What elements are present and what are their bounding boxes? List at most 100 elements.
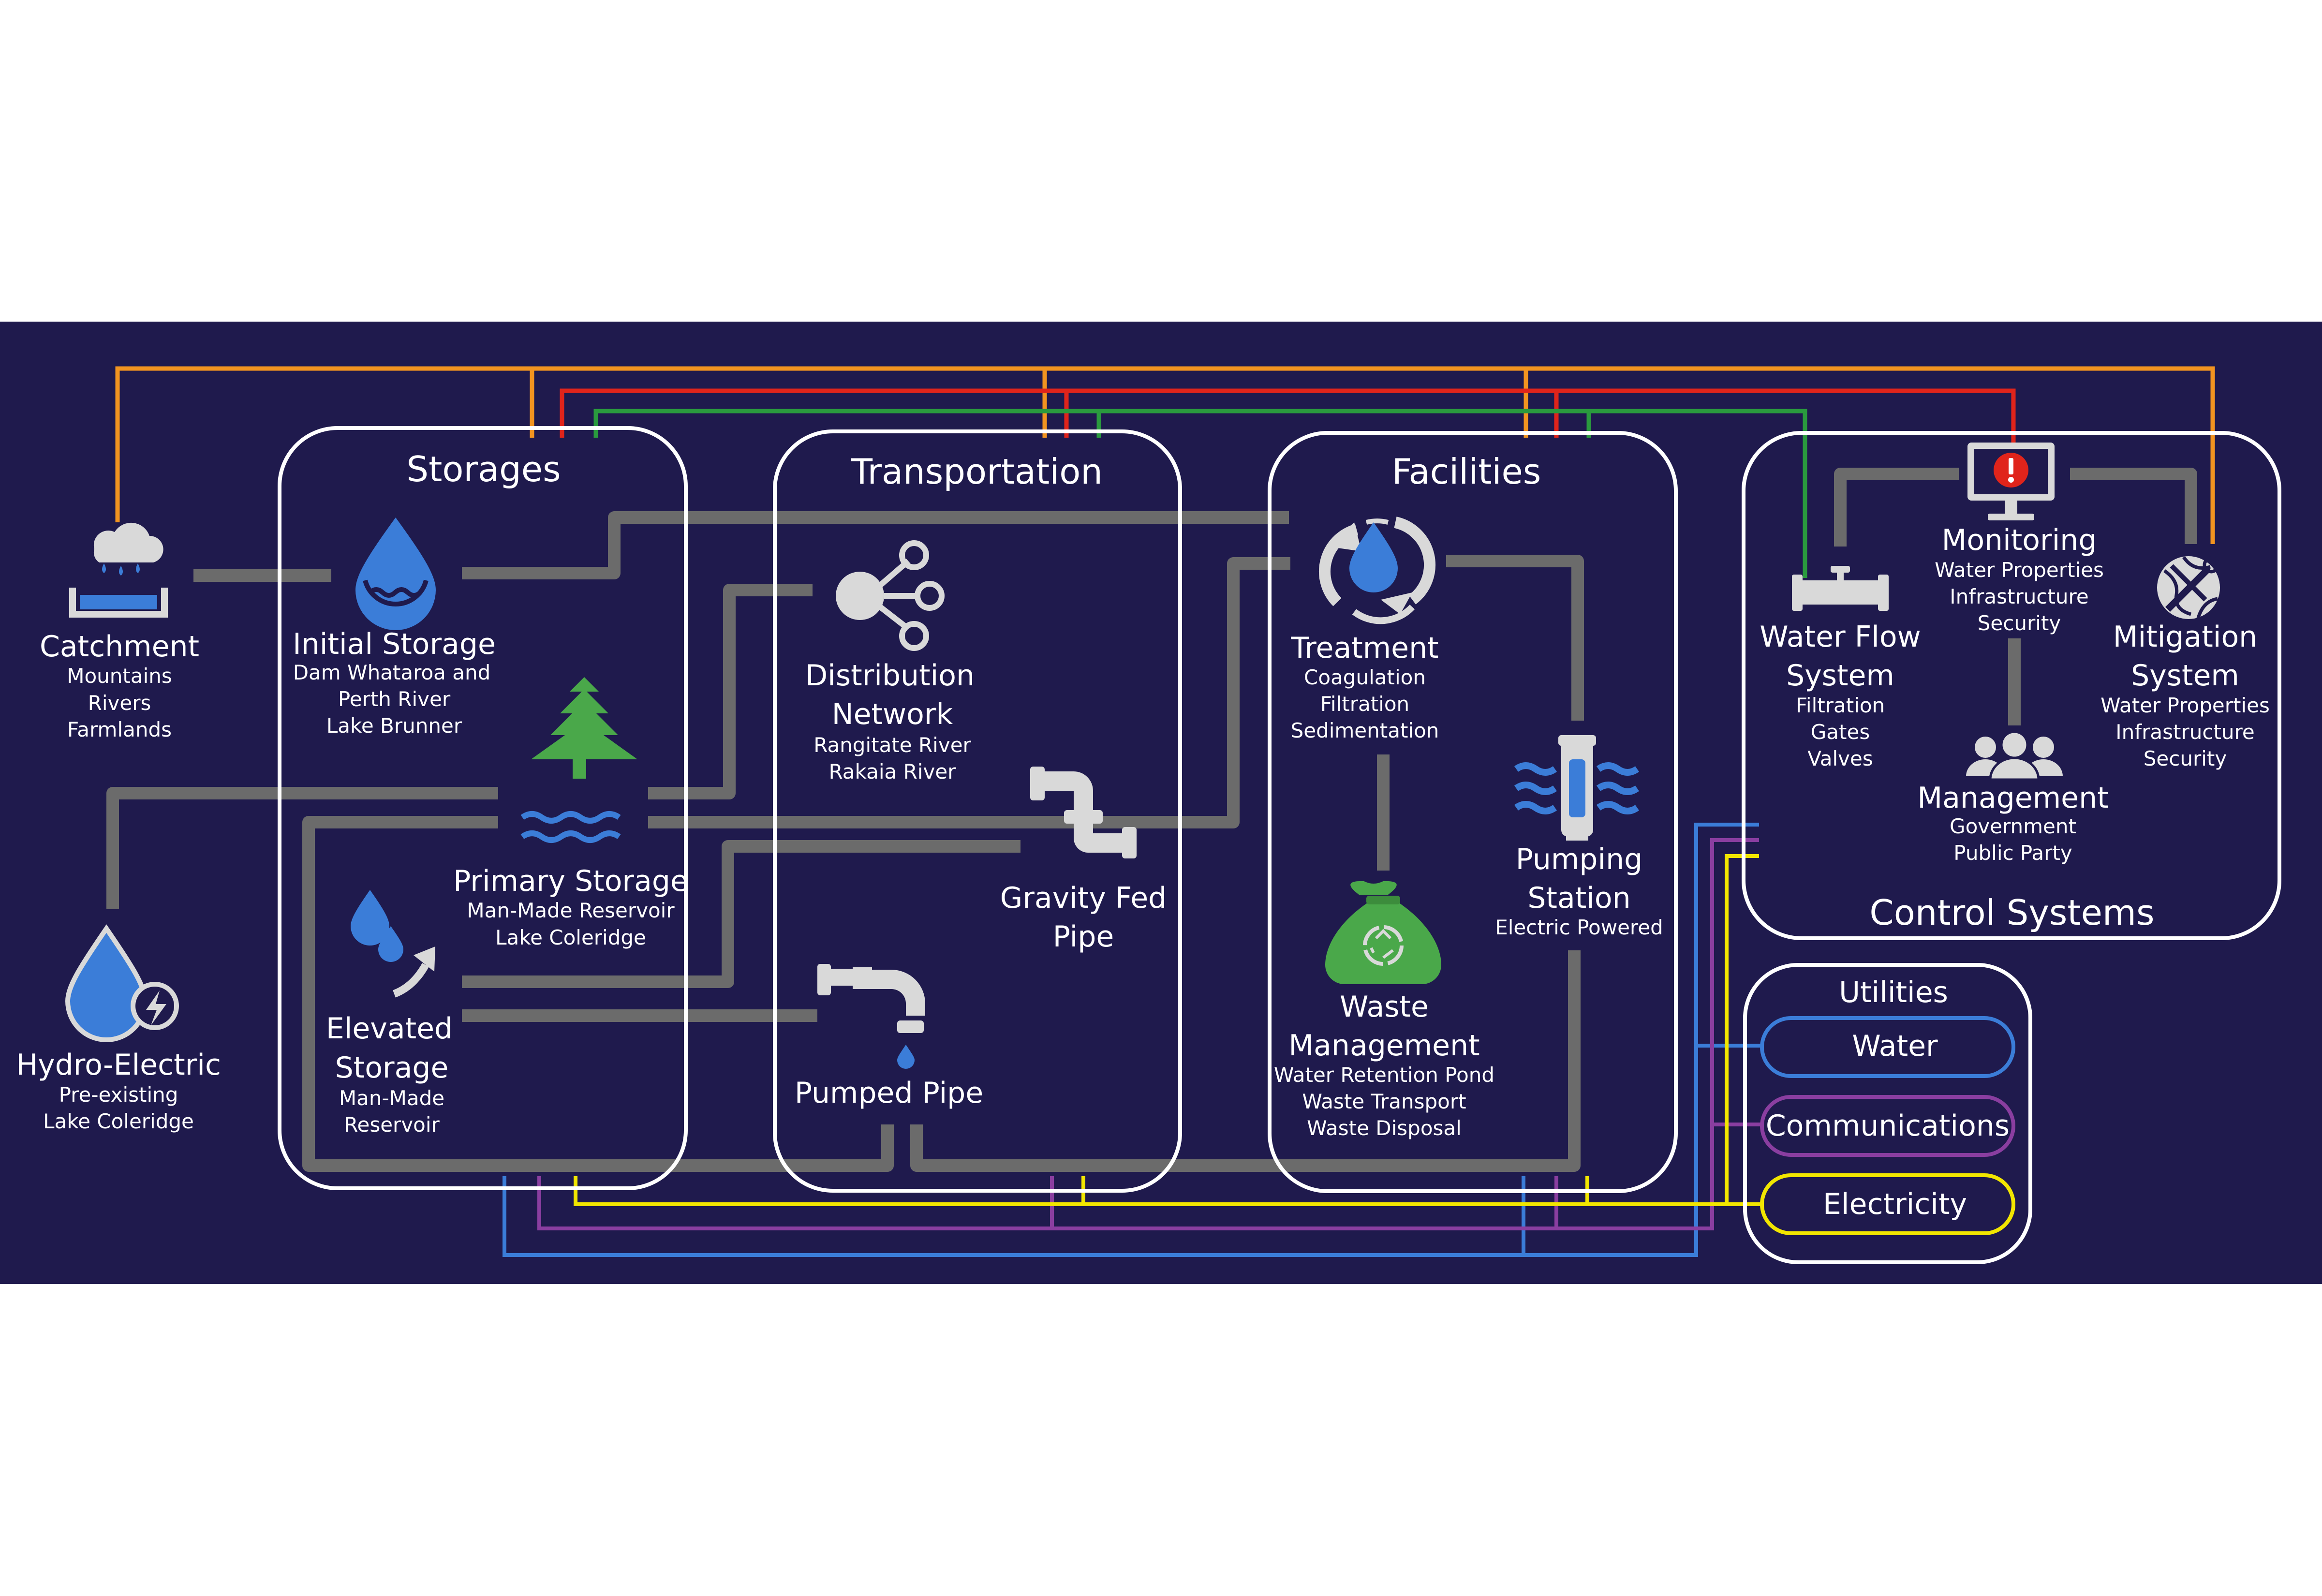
management-title: Management [1917, 781, 2108, 815]
drops-arrow-icon [351, 890, 435, 998]
gravity-pipe-title-1: Gravity Fed [1000, 881, 1167, 915]
water-flow-line-1: Filtration [1796, 694, 1885, 717]
pipe-primary-treatment [648, 557, 1290, 828]
transportation-panel [773, 429, 1182, 1193]
management-line-2: Public Party [1953, 841, 2072, 865]
initial-storage-title: Initial Storage [293, 627, 496, 661]
monitoring-line-1: Water Properties [1935, 558, 2104, 582]
utilities-panel [1743, 963, 2032, 1264]
water-flow-title-2: System [1786, 659, 1894, 693]
pipe-hydro-primary [106, 787, 498, 909]
pipe-drip-icon [817, 964, 925, 1069]
pipe-initial-facilities [462, 511, 1289, 579]
treatment-title: Treatment [1290, 631, 1438, 665]
utility-wire-water [503, 823, 1759, 1257]
water-drop-icon [355, 517, 436, 630]
utility-electricity-label: Electricity [1823, 1187, 1967, 1221]
mitigation-line-2: Infrastructure [2115, 720, 2254, 744]
pipe-loop-bottom [302, 816, 894, 1172]
treatment-line-2: Filtration [1320, 692, 1409, 716]
monitoring-line-3: Security [1978, 611, 2061, 635]
treatment-line-3: Sedimentation [1291, 719, 1439, 742]
utility-wires [503, 823, 1760, 1257]
pump-waves-icon [1514, 735, 1640, 841]
elevated-storage-title-2: Storage [335, 1051, 449, 1085]
pumping-title-2: Station [1527, 881, 1630, 915]
pipe-treatment-pumping [1446, 555, 1584, 721]
distribution-title-1: Distribution [805, 659, 975, 693]
pipe-monitoring-mitigation [2070, 468, 2197, 544]
waste-bag-icon [1325, 881, 1441, 984]
pipe-monitoring-waterflow [1834, 468, 1959, 547]
mitigation-title-1: Mitigation [2113, 620, 2257, 654]
hydro-title: Hydro-Electric [16, 1048, 221, 1082]
initial-storage-line-2: Perth River [338, 687, 451, 711]
distribution-title-2: Network [832, 697, 953, 731]
distribution-line-1: Rangitate River [813, 733, 971, 757]
recycle-drop-icon [1319, 517, 1436, 624]
utility-communications-pill [1760, 1095, 2015, 1157]
transportation-title: Transportation [851, 451, 1103, 492]
catchment-title: Catchment [40, 630, 199, 664]
waste-title-2: Management [1288, 1029, 1479, 1063]
tree-water-icon [520, 677, 637, 843]
gravity-pipe-title-2: Pipe [1053, 920, 1114, 954]
catchment-line-3: Farmlands [67, 718, 172, 741]
utility-water-label: Water [1852, 1029, 1938, 1063]
water-pipes [106, 468, 2197, 1172]
management-line-1: Government [1950, 814, 2076, 838]
elevated-storage-line-2: Reservoir [344, 1113, 440, 1137]
water-drop-lightning-icon [65, 924, 179, 1042]
monitoring-line-2: Infrastructure [1950, 585, 2088, 608]
primary-storage-line-2: Lake Coleridge [495, 926, 646, 949]
monitoring-title: Monitoring [1942, 523, 2097, 557]
catchment-line-1: Mountains [67, 664, 172, 688]
rain-basin-icon [69, 522, 168, 618]
mitigation-line-3: Security [2144, 747, 2227, 770]
utility-water-pill [1760, 1016, 2015, 1078]
panels [278, 426, 2281, 1264]
pumping-title-1: Pumping [1516, 842, 1642, 876]
monitor-alert-icon [1967, 443, 2055, 520]
waste-title-1: Waste [1340, 990, 1429, 1024]
waste-line-1: Water Retention Pond [1274, 1063, 1494, 1087]
storages-title: Storages [406, 449, 561, 489]
pipe-icon [1030, 767, 1137, 858]
control-wires [115, 366, 2215, 578]
elevated-storage-line-1: Man-Made [339, 1086, 444, 1110]
waste-line-2: Waste Transport [1302, 1090, 1466, 1113]
valve-icon [1792, 566, 1889, 611]
utility-wire-communications [537, 838, 1759, 1230]
water-flow-line-3: Valves [1807, 747, 1873, 770]
pipe-elevated-gravity [462, 840, 1020, 988]
storages-panel [278, 426, 688, 1190]
utilities-title: Utilities [1839, 975, 1948, 1009]
facilities-title: Facilities [1392, 451, 1541, 492]
initial-storage-line-3: Lake Brunner [326, 714, 462, 738]
pumped-pipe-title: Pumped Pipe [795, 1076, 983, 1110]
mitigation-line-1: Water Properties [2100, 694, 2270, 717]
hydro-line-2: Lake Coleridge [43, 1109, 194, 1133]
people-icon [1966, 730, 2063, 781]
globe-tools-icon [2157, 556, 2220, 619]
elevated-storage-title-1: Elevated [326, 1012, 453, 1046]
utility-communications-label: Communications [1766, 1109, 2010, 1143]
control-systems-title: Control Systems [1869, 892, 2154, 933]
catchment-line-2: Rivers [88, 691, 151, 715]
pipe-pumped-pumping [910, 950, 1581, 1172]
pumping-line-1: Electric Powered [1495, 916, 1663, 939]
initial-storage-line-1: Dam Whataroa and [293, 661, 491, 684]
primary-storage-line-1: Man-Made Reservoir [467, 899, 675, 922]
water-flow-line-2: Gates [1811, 720, 1870, 744]
primary-storage-title: Primary Storage [453, 864, 688, 898]
utility-electricity-pill [1760, 1173, 2015, 1235]
treatment-line-1: Coagulation [1304, 665, 1426, 689]
pipe-primary-distribution [648, 584, 813, 799]
waste-line-3: Waste Disposal [1307, 1116, 1462, 1140]
water-flow-title-1: Water Flow [1760, 620, 1921, 654]
facilities-panel [1268, 431, 1678, 1193]
control-systems-panel [1742, 431, 2281, 940]
diagram-background [0, 322, 2322, 1284]
distribution-line-2: Rakaia River [829, 760, 957, 783]
